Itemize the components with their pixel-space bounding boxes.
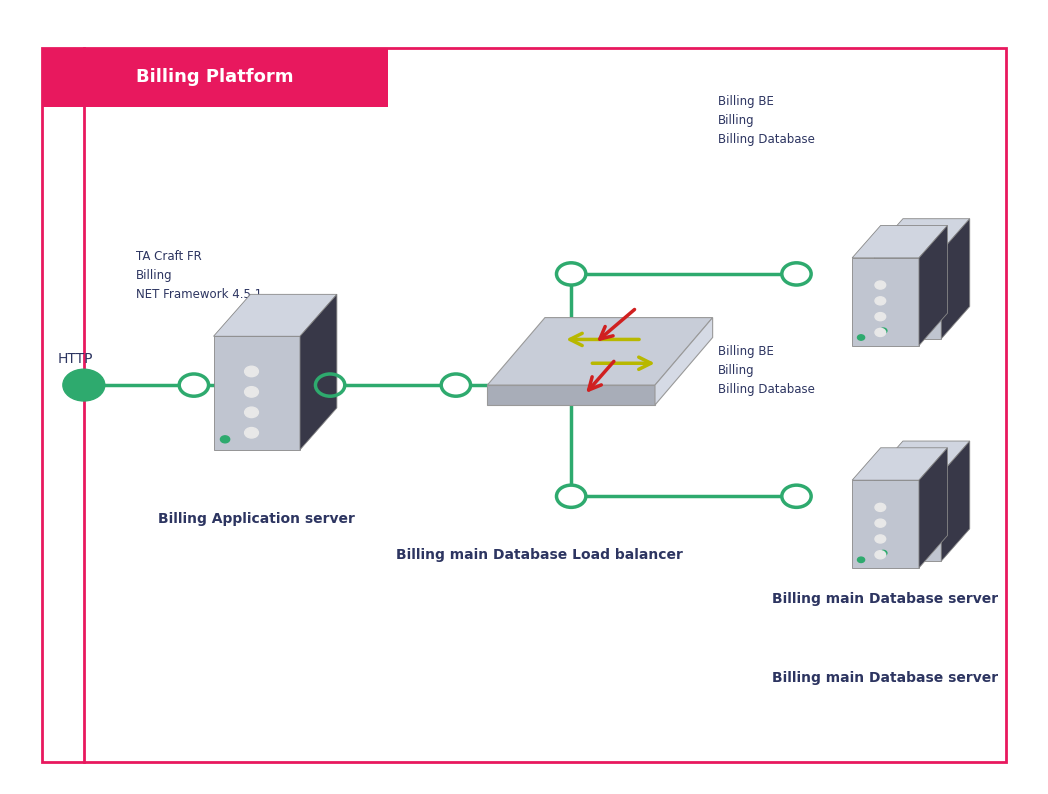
Polygon shape: [852, 448, 947, 480]
Polygon shape: [852, 225, 947, 258]
Circle shape: [897, 528, 908, 536]
Polygon shape: [655, 318, 713, 405]
Text: Billing BE
Billing
Billing Database: Billing BE Billing Billing Database: [718, 345, 814, 396]
Circle shape: [897, 306, 908, 314]
Polygon shape: [874, 218, 969, 251]
Polygon shape: [919, 448, 947, 568]
Circle shape: [441, 374, 471, 396]
Polygon shape: [919, 225, 947, 345]
Circle shape: [315, 374, 345, 396]
Polygon shape: [874, 441, 969, 473]
Text: HTTP: HTTP: [58, 352, 93, 366]
Text: Billing Application server: Billing Application server: [158, 512, 355, 526]
Bar: [42, 48, 388, 107]
Circle shape: [875, 503, 886, 511]
Polygon shape: [874, 251, 941, 339]
Text: TA Craft FR
Billing
NET Framework 4.5.1: TA Craft FR Billing NET Framework 4.5.1: [136, 250, 262, 301]
Text: Billing main Database server: Billing main Database server: [772, 592, 999, 606]
Polygon shape: [214, 295, 336, 337]
Circle shape: [897, 274, 908, 283]
Polygon shape: [941, 218, 969, 339]
Text: Billing BE
Billing
Billing Database: Billing BE Billing Billing Database: [718, 95, 814, 146]
Polygon shape: [852, 480, 919, 568]
Circle shape: [875, 297, 886, 305]
Circle shape: [179, 374, 209, 396]
Polygon shape: [487, 385, 655, 405]
Text: Billing main Database server: Billing main Database server: [772, 671, 999, 685]
Circle shape: [879, 550, 887, 556]
Polygon shape: [300, 295, 336, 449]
Circle shape: [63, 369, 105, 401]
Circle shape: [556, 263, 586, 285]
Circle shape: [875, 313, 886, 321]
Circle shape: [244, 387, 259, 397]
Circle shape: [857, 557, 865, 562]
Circle shape: [782, 263, 811, 285]
Circle shape: [897, 496, 908, 505]
Polygon shape: [852, 258, 919, 345]
Circle shape: [897, 322, 908, 330]
Circle shape: [244, 366, 259, 376]
Circle shape: [879, 328, 887, 333]
Circle shape: [875, 551, 886, 559]
Circle shape: [244, 427, 259, 438]
Circle shape: [857, 335, 865, 340]
Circle shape: [897, 544, 908, 552]
Circle shape: [897, 512, 908, 520]
Polygon shape: [487, 318, 713, 385]
Circle shape: [782, 485, 811, 507]
Text: Billing main Database Load balancer: Billing main Database Load balancer: [396, 548, 683, 562]
Circle shape: [875, 519, 886, 527]
Circle shape: [220, 436, 230, 443]
Circle shape: [897, 290, 908, 298]
Circle shape: [556, 485, 586, 507]
Polygon shape: [874, 473, 941, 561]
Polygon shape: [214, 337, 300, 449]
Polygon shape: [941, 441, 969, 561]
Circle shape: [875, 535, 886, 543]
Circle shape: [244, 407, 259, 418]
Text: Billing Platform: Billing Platform: [136, 68, 293, 86]
Circle shape: [875, 281, 886, 289]
Circle shape: [875, 329, 886, 337]
